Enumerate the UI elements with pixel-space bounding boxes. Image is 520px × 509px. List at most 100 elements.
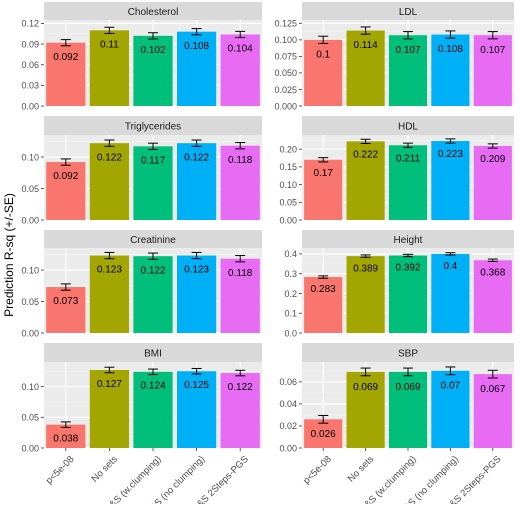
- facet-strip: [302, 343, 514, 362]
- bar: [388, 371, 428, 448]
- bar: [431, 370, 470, 448]
- bar: [388, 145, 428, 220]
- bar: [388, 255, 428, 333]
- y-tick-label: 0.3: [284, 269, 297, 279]
- bar-value-label: 0.211: [396, 153, 421, 164]
- bar: [346, 141, 385, 220]
- y-tick-label: 0.050: [274, 68, 297, 78]
- facet-panels: Cholesterol 0.00 0.03 0.06 0.09 0.12 0.092 0.11…: [21, 2, 514, 509]
- bar: [220, 373, 260, 448]
- facet-title: Triglycerides: [125, 122, 181, 133]
- bar-value-label: 0.127: [97, 379, 122, 390]
- y-tick-label: 0.06: [21, 60, 39, 70]
- facet-panel-5: Height 0.0 0.1 0.2 0.3 0.4 0.283 0.389 0.392 0.4 0…: [284, 230, 514, 338]
- bar-value-label: 0.069: [353, 382, 378, 393]
- bar: [220, 258, 260, 333]
- facet-title: HDL: [398, 122, 418, 133]
- facet-title: Creatinine: [130, 235, 176, 246]
- bar-value-label: 0.118: [228, 155, 253, 166]
- y-tick-label: 0.10: [279, 180, 297, 190]
- bar: [46, 162, 86, 220]
- bar-value-label: 0.117: [141, 155, 166, 166]
- bar-value-label: 0.104: [228, 44, 253, 55]
- facet-title: SBP: [398, 349, 418, 360]
- bar: [304, 39, 343, 106]
- bar: [346, 30, 385, 106]
- bar: [473, 374, 512, 448]
- facet-strip: [302, 2, 514, 20]
- bar-value-label: 0.209: [480, 154, 505, 165]
- bar: [431, 34, 470, 106]
- y-tick-label: 0.00: [21, 443, 39, 453]
- bar-value-label: 0.283: [311, 284, 336, 295]
- y-tick-label: 0.00: [279, 443, 297, 453]
- facet-title: LDL: [399, 7, 418, 18]
- facet-panel-3: HDL 0.00 0.05 0.10 0.15 0.20 0.17 0.222 0.211 0.2…: [279, 116, 514, 225]
- y-tick-label: 0.09: [21, 39, 39, 49]
- y-tick-label: 0.02: [279, 421, 297, 431]
- bar: [304, 277, 343, 333]
- bar-value-label: 0.108: [184, 41, 209, 52]
- y-tick-label: 0.05: [21, 184, 39, 194]
- bar-value-label: 0.107: [395, 45, 420, 56]
- bar-value-label: 0.114: [353, 40, 378, 51]
- bar-value-label: 0.118: [228, 268, 253, 279]
- bar-value-label: 0.1: [316, 49, 330, 60]
- y-tick-label: 0.125: [274, 19, 297, 29]
- bar-value-label: 0.4: [443, 261, 457, 272]
- bar: [220, 34, 260, 107]
- x-tick-label: No sets: [89, 454, 120, 485]
- bar: [304, 159, 343, 220]
- facet-title: Cholesterol: [128, 7, 179, 18]
- y-tick-label: 0.00: [279, 215, 297, 225]
- facet-strip: [302, 230, 514, 248]
- facet-strip: [44, 230, 262, 248]
- bar: [89, 255, 130, 333]
- bar-value-label: 0.223: [438, 149, 463, 160]
- y-tick-label: 0.4: [284, 249, 297, 259]
- bar: [220, 145, 260, 220]
- y-tick-label: 0.0: [284, 328, 297, 338]
- y-tick-label: 0.1: [284, 309, 297, 319]
- bar-value-label: 0.122: [140, 265, 165, 276]
- bar-value-label: 0.026: [311, 429, 336, 440]
- bar: [89, 369, 130, 448]
- bar-value-label: 0.107: [480, 45, 505, 56]
- bar: [46, 424, 86, 448]
- facet-panel-1: LDL 0.000 0.025 0.050 0.075 0.100 0.125 0.1 0.11…: [274, 2, 514, 111]
- bar-value-label: 0.122: [228, 382, 253, 393]
- bar-value-label: 0.122: [184, 152, 209, 163]
- bar: [346, 256, 385, 333]
- bar: [176, 255, 217, 333]
- bar: [346, 371, 385, 448]
- facet-panel-0: Cholesterol 0.00 0.03 0.06 0.09 0.12 0.092 0.11…: [21, 2, 262, 111]
- bar-value-label: 0.389: [353, 263, 378, 274]
- bar: [133, 146, 173, 220]
- bar: [176, 371, 217, 448]
- y-tick-label: 0.10: [21, 152, 39, 162]
- bar-value-label: 0.125: [184, 380, 209, 391]
- facet-title: Height: [394, 235, 423, 246]
- y-tick-label: 0.05: [21, 413, 39, 423]
- bar-value-label: 0.07: [441, 381, 461, 392]
- y-tick-label: 0.00: [21, 215, 39, 225]
- bar: [431, 141, 470, 220]
- facet-panel-4: Creatinine 0.00 0.05 0.10 0.073 0.123 0.122 0.1…: [21, 230, 262, 338]
- bar: [133, 371, 173, 448]
- y-tick-label: 0.075: [274, 52, 297, 62]
- y-tick-label: 0.00: [21, 328, 39, 338]
- facet-strip: [44, 2, 262, 20]
- y-tick-label: 0.025: [274, 85, 297, 95]
- bar-value-label: 0.124: [140, 381, 165, 392]
- bar-value-label: 0.123: [97, 265, 122, 276]
- y-tick-label: 0.15: [279, 162, 297, 172]
- y-axis-label: Prediction R-sq (+/-SE): [2, 193, 16, 317]
- bar: [473, 260, 512, 333]
- facet-strip: [44, 116, 262, 135]
- facet-panel-7: SBP 0.00 0.02 0.04 0.06 0.026 0.069 0.069 0.07 0.…: [279, 343, 514, 509]
- bar-value-label: 0.222: [353, 150, 378, 161]
- bar: [89, 30, 130, 106]
- y-tick-label: 0.05: [279, 198, 297, 208]
